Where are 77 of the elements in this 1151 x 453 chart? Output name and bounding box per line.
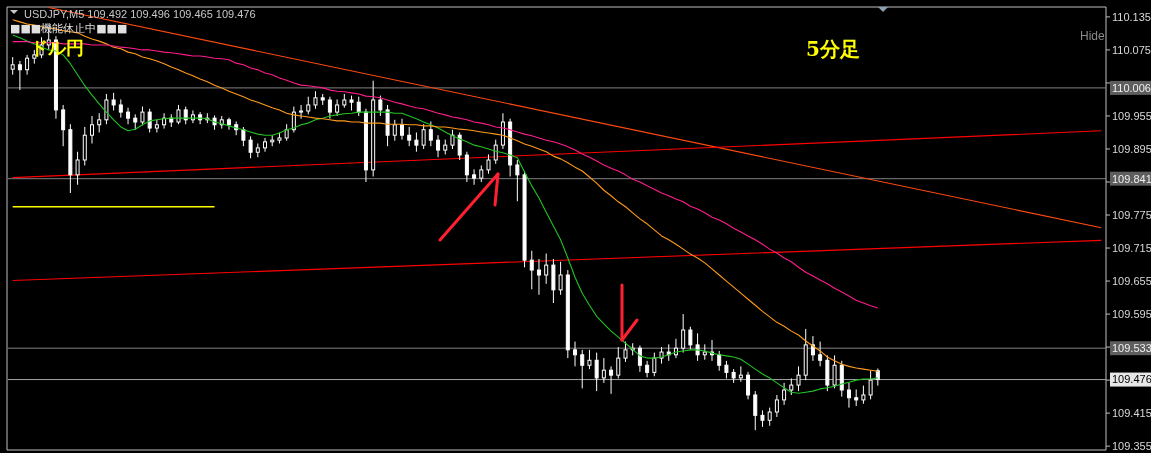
candlestick	[861, 385, 866, 405]
candlestick	[392, 119, 397, 142]
ref-line-label: 109.476	[1112, 373, 1151, 386]
candlestick	[154, 119, 159, 133]
y-tick-label: 109.895	[1112, 142, 1151, 155]
candlestick	[774, 394, 779, 418]
candlestick	[472, 168, 477, 186]
candlestick	[616, 346, 621, 379]
candlestick	[782, 382, 787, 406]
candlestick	[400, 118, 404, 141]
candlestick	[594, 352, 599, 392]
y-tick-label: 110.075	[1112, 43, 1151, 56]
candlestick	[428, 120, 433, 147]
candlestick	[299, 104, 304, 120]
candlestick	[436, 134, 441, 158]
candlestick	[753, 390, 758, 431]
candlestick	[75, 151, 80, 186]
candlestick	[818, 341, 823, 367]
candlestick	[407, 126, 412, 147]
ref-line-label: 110.006	[1112, 81, 1151, 94]
candlestick	[609, 365, 614, 395]
y-tick-label: 109.415	[1112, 406, 1151, 419]
candlestick	[89, 115, 94, 144]
candlestick	[61, 104, 66, 147]
candlestick	[536, 258, 541, 296]
candlestick	[573, 341, 578, 367]
y-tick-label: 109.655	[1112, 274, 1151, 287]
candlestick	[529, 250, 534, 290]
candlestick	[17, 60, 22, 91]
candlestick	[457, 131, 462, 161]
candlestick	[587, 349, 592, 370]
candlestick	[645, 360, 650, 378]
candlestick	[544, 253, 549, 285]
candlestick	[515, 159, 520, 202]
candlestick	[241, 126, 246, 147]
candlestick	[746, 371, 751, 400]
y-tick-label: 110.135	[1112, 10, 1151, 23]
candlestick	[248, 135, 253, 159]
candlestick	[414, 131, 419, 153]
candlestick	[580, 349, 585, 389]
y-tick-label: 109.955	[1112, 109, 1151, 122]
candlestick	[832, 354, 837, 389]
candlestick	[25, 54, 30, 76]
line-series	[12, 41, 879, 309]
candlestick	[126, 107, 131, 125]
candlestick	[637, 344, 642, 373]
candlestick	[681, 313, 686, 354]
candlestick	[450, 129, 455, 150]
candlestick	[846, 382, 851, 409]
y-tick-label: 109.775	[1112, 208, 1151, 221]
ref-line-label: 109.841	[1112, 172, 1151, 185]
candlestick	[493, 139, 498, 165]
candlestick	[486, 153, 491, 175]
candlestick	[868, 370, 873, 400]
candlestick	[378, 95, 383, 117]
candlestick	[695, 332, 700, 362]
candlestick	[652, 352, 657, 377]
annotation: 5分足	[806, 37, 860, 61]
candlestick	[767, 407, 772, 427]
candlestick	[796, 365, 801, 392]
candlestick	[327, 96, 332, 120]
candlestick	[558, 261, 563, 296]
candlestick	[104, 93, 109, 125]
y-tick-label: 109.355	[1112, 440, 1151, 452]
annotation: Hide	[1080, 29, 1106, 43]
candlestick	[118, 98, 123, 119]
annotation: USDJPY,M5 109.492 109.496 109.465 109.476	[24, 8, 256, 20]
candlestick	[97, 112, 102, 133]
candlestick	[140, 106, 145, 126]
candlestick	[688, 326, 693, 351]
candlestick	[421, 123, 426, 150]
y-tick-label: 109.715	[1112, 241, 1151, 254]
candlestick	[601, 357, 606, 384]
candlestick	[464, 151, 469, 183]
candlestick	[717, 350, 722, 372]
y-tick-label: 109.595	[1112, 307, 1151, 320]
ref-line-label: 109.533	[1112, 342, 1151, 355]
